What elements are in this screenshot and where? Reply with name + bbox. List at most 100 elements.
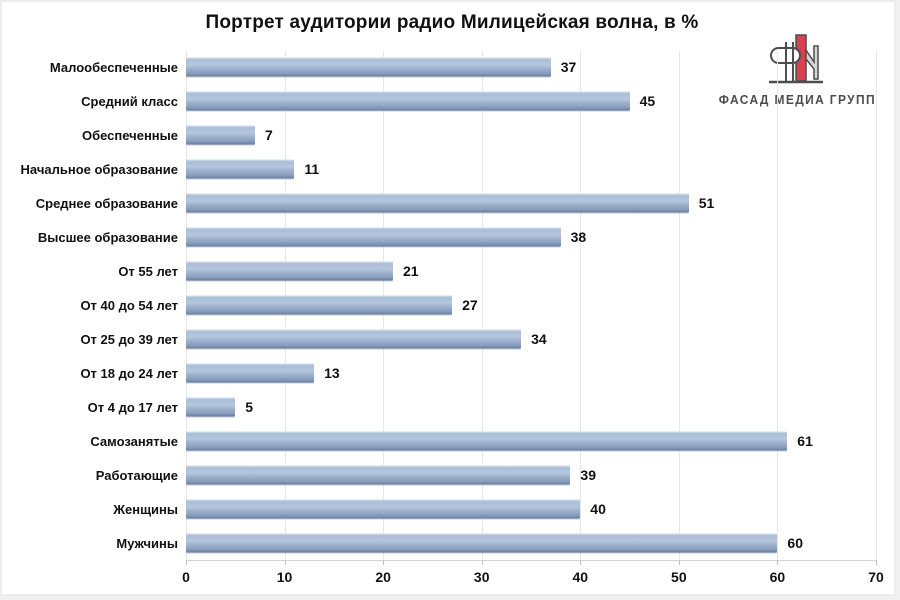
bar-track: 34 (186, 322, 876, 356)
bar-row: От 55 лет 21 (10, 254, 876, 288)
category-label: От 18 до 24 лет (80, 365, 178, 381)
gridline (678, 50, 680, 560)
bar-row: Среднее образование 51 (10, 186, 876, 220)
category-label: Высшее образование (37, 229, 178, 245)
gridline (580, 50, 582, 560)
bar-row: Высшее образование 38 (10, 220, 876, 254)
bar (186, 261, 393, 281)
bar-row: Обеспеченные 7 (10, 118, 876, 152)
bar-track: 5 (186, 390, 876, 424)
bar-row: От 4 до 17 лет 5 (10, 390, 876, 424)
bar-row: Малообеспеченные 37 (10, 50, 876, 84)
bar (186, 329, 522, 349)
bar-row: Самозанятые 61 (10, 424, 876, 458)
value-label: 60 (787, 535, 803, 551)
chart-title: Портрет аудитории радио Милицейская волн… (205, 12, 699, 33)
x-tick-label: 30 (473, 569, 490, 585)
bar-row: От 18 до 24 лет 13 (10, 356, 876, 390)
bar-row: От 40 до 54 лет 27 (10, 288, 876, 322)
axis-tick (876, 560, 877, 565)
bar-track: 39 (186, 458, 876, 492)
bar (186, 499, 581, 519)
bar-track: 27 (186, 288, 876, 322)
bar-row: Мужчины 60 (10, 526, 876, 560)
value-label: 13 (324, 365, 340, 381)
bar (186, 363, 315, 383)
bar (186, 91, 630, 111)
bar (186, 533, 778, 553)
category-label: От 4 до 17 лет (87, 399, 178, 415)
axis-tick (678, 560, 680, 565)
bar-track: 13 (186, 356, 876, 390)
bar (186, 57, 551, 77)
x-tick-label: 60 (769, 569, 786, 585)
bar (186, 159, 295, 179)
bar (186, 125, 255, 145)
gridline (876, 50, 877, 560)
category-label: Начальное образование (20, 161, 178, 177)
bar-row: Начальное образование 11 (10, 152, 876, 186)
category-label: Мужчины (116, 535, 178, 551)
value-label: 11 (304, 161, 320, 177)
axis-tick (777, 560, 779, 565)
bar-rows: Малообеспеченные 37 Средний класс 45 Обеспеч… (10, 50, 876, 560)
value-label: 61 (797, 433, 813, 449)
value-label: 5 (245, 399, 254, 415)
category-label: Самозанятые (90, 433, 178, 449)
x-axis-line (186, 560, 877, 561)
x-axis-tick-labels: 0 10 20 30 40 50 60 70 (182, 569, 884, 589)
value-label: 38 (570, 229, 587, 245)
bar-track: 11 (186, 152, 876, 186)
value-label: 34 (531, 331, 547, 347)
logo-text: ФАСАД МЕДИА ГРУПП (718, 92, 876, 107)
x-tick-label: 20 (375, 569, 391, 585)
category-label: От 40 до 54 лет (80, 297, 178, 313)
x-tick-label: 50 (671, 569, 687, 585)
category-label: Женщины (113, 501, 178, 517)
gridline (777, 50, 779, 560)
category-label: Обеспеченные (81, 127, 178, 143)
bar-row: От 25 до 39 лет 34 (10, 322, 876, 356)
value-label: 21 (403, 263, 419, 279)
category-label: Среднее образование (35, 195, 178, 211)
x-tick-label: 10 (276, 569, 293, 585)
category-label: От 55 лет (118, 263, 178, 279)
bar-row: Средний класс 45 (10, 84, 876, 118)
value-label: 51 (698, 195, 715, 211)
bar-track: 45 (186, 84, 876, 118)
axis-tick (284, 560, 286, 565)
bar (186, 431, 788, 451)
x-tick-label: 70 (868, 569, 884, 585)
value-label: 45 (639, 93, 656, 109)
axis-tick (186, 560, 187, 565)
value-label: 27 (462, 297, 478, 313)
bar-track: 7 (186, 118, 876, 152)
value-label: 7 (265, 127, 273, 143)
x-tick-label: 0 (182, 569, 190, 585)
bar-track: 61 (186, 424, 876, 458)
bar-track: 21 (186, 254, 876, 288)
bar-track: 51 (186, 186, 876, 220)
gridline (481, 50, 483, 560)
axis-tick (481, 560, 483, 565)
bar-track: 60 (186, 526, 876, 560)
axis-tick (383, 560, 385, 565)
category-label: Средний класс (81, 93, 178, 109)
x-tick-label: 40 (572, 569, 589, 585)
bar-row: Женщины 40 (10, 492, 876, 526)
category-label: Работающие (95, 467, 178, 483)
bar-row: Работающие 39 (10, 458, 876, 492)
value-label: 40 (590, 501, 606, 517)
category-label: От 25 до 39 лет (80, 331, 178, 347)
axis-tick (580, 560, 582, 565)
bar-track: 38 (186, 220, 876, 254)
value-label: 37 (560, 59, 577, 75)
bar (186, 397, 236, 417)
category-label: Малообеспеченные (49, 59, 178, 75)
value-label: 39 (580, 467, 596, 483)
bar (186, 227, 561, 247)
bar (186, 295, 453, 315)
bar (186, 465, 571, 485)
bar (186, 193, 689, 213)
